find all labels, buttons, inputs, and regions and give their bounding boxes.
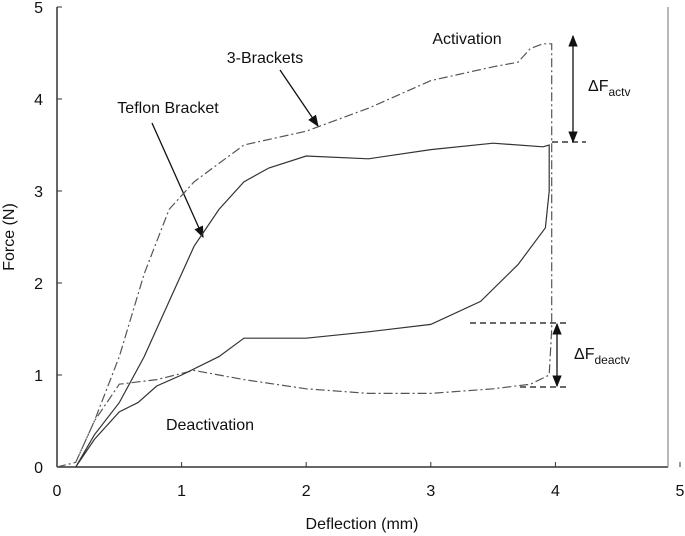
y-axis-label: Force (N) [1,203,18,271]
annotation-subscript: deactv [594,353,629,367]
x-tick-label: 5 [676,483,685,500]
annotation-text: Deactivation [166,417,254,434]
annotation-text: ΔF [588,78,609,95]
y-tick-label: 1 [34,368,43,385]
arrows [151,34,586,388]
annotation-text: ΔF [574,346,595,363]
y-tick-label: 3 [34,184,43,201]
annotation: 3-Brackets [227,50,303,67]
annotation-text: Activation [432,31,501,48]
annotation: Activation [432,31,501,48]
y-tick-label: 2 [34,276,43,293]
y-tick-label: 5 [34,0,43,17]
x-tick-label: 1 [177,483,186,500]
x-axis-label: Deflection (mm) [306,516,419,533]
x-tick-label: 0 [53,483,62,500]
x-tick-label: 3 [426,483,435,500]
annotation-text: Teflon Bracket [117,100,219,117]
y-tick-label: 4 [34,92,43,109]
annotation: ΔFactv [588,78,630,99]
series-line [75,142,550,468]
y-tick-label: 0 [34,460,43,477]
annotation: Teflon Bracket [117,100,219,117]
annotation-subscript: actv [608,85,630,99]
x-tick-label: 4 [551,483,560,500]
annotation: Deactivation [166,417,254,434]
annotation: ΔFdeactv [574,346,630,367]
x-tick-label: 2 [302,483,311,500]
series-line [56,43,553,468]
annotation-text: 3-Brackets [227,50,303,67]
